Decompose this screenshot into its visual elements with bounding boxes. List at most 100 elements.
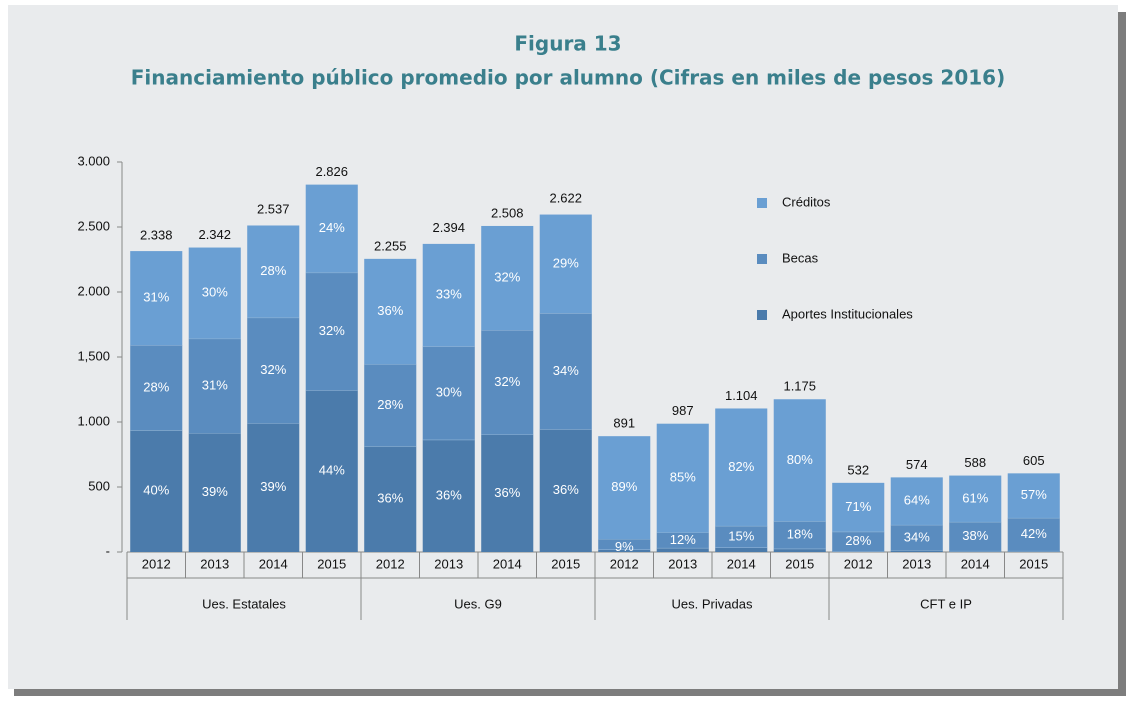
segment-label: 80% — [787, 452, 813, 467]
segment-label: 71% — [845, 499, 871, 514]
total-label: 2.826 — [315, 164, 348, 179]
total-label: 2.622 — [549, 191, 582, 206]
bar-segment — [481, 330, 534, 435]
bar-segment — [656, 548, 709, 552]
bar-segment — [188, 338, 241, 434]
segment-label: 89% — [611, 479, 637, 494]
x-tick-label: 2012 — [610, 556, 639, 571]
bar-segment — [949, 551, 1002, 552]
bar-segment — [773, 548, 826, 552]
bar-segment — [715, 526, 768, 548]
segment-label: 32% — [494, 270, 520, 285]
bar-segment — [656, 532, 709, 549]
bar-segment — [247, 317, 300, 424]
bar-segment — [1007, 551, 1060, 552]
bar-segment — [715, 408, 768, 527]
segment-label: 18% — [787, 527, 813, 542]
segment-label: 36% — [436, 487, 462, 502]
bar-segment — [305, 390, 358, 552]
segment-label: 44% — [319, 463, 345, 478]
bar-segment — [598, 436, 651, 540]
bar-segment — [188, 247, 241, 339]
bar-segment — [481, 434, 534, 552]
bar-segment — [364, 364, 417, 447]
segment-label: 15% — [728, 528, 754, 543]
segment-label: 32% — [260, 362, 286, 377]
x-tick-label: 2012 — [142, 556, 171, 571]
segment-label: 34% — [553, 363, 579, 378]
x-tick-label: 2014 — [727, 556, 756, 571]
segment-label: 32% — [319, 323, 345, 338]
bar-segment — [1007, 518, 1060, 552]
x-tick-label: 2013 — [902, 556, 931, 571]
segment-label: 28% — [377, 397, 403, 412]
segment-label: 28% — [260, 263, 286, 278]
bar-segment — [422, 243, 475, 347]
y-tick-label: 1,500 — [77, 348, 110, 363]
bar-segment — [130, 345, 183, 431]
x-tick-label: 2012 — [376, 556, 405, 571]
bar-segment — [364, 258, 417, 365]
bar-segment — [539, 429, 592, 552]
total-label: 574 — [906, 457, 928, 472]
bar-segment — [598, 539, 651, 550]
bar-segment — [364, 446, 417, 552]
bar-segment — [1007, 473, 1060, 519]
total-label: 2.394 — [432, 220, 465, 235]
segment-label: 38% — [962, 528, 988, 543]
x-tick-label: 2015 — [317, 556, 346, 571]
segment-label: 36% — [377, 491, 403, 506]
bar-segment — [656, 423, 709, 533]
bar-segment — [832, 551, 885, 552]
total-label: 891 — [613, 416, 635, 431]
segment-label: 33% — [436, 287, 462, 302]
y-tick-label: 3.000 — [77, 153, 110, 168]
bar-segment — [130, 251, 183, 346]
segment-label: 42% — [1021, 526, 1047, 541]
x-tick-label: 2015 — [785, 556, 814, 571]
bar-segment — [715, 547, 768, 552]
y-tick-label: 500 — [88, 478, 110, 493]
y-tick-label: 2.500 — [77, 218, 110, 233]
group-label: CFT e IP — [920, 596, 972, 611]
bar-segment — [949, 522, 1002, 552]
bar-segment — [773, 521, 826, 549]
total-label: 2.342 — [198, 227, 231, 242]
segment-label: 36% — [553, 482, 579, 497]
total-label: 588 — [964, 455, 986, 470]
bar-segment — [890, 525, 943, 551]
segment-label: 32% — [494, 374, 520, 389]
legend-label: Créditos — [782, 194, 831, 209]
segment-label: 85% — [670, 470, 696, 485]
legend-swatch — [757, 254, 767, 264]
bar-segment — [890, 477, 943, 526]
x-tick-label: 2012 — [844, 556, 873, 571]
x-tick-label: 2014 — [961, 556, 990, 571]
group-label: Ues. Estatales — [202, 596, 286, 611]
bar-segment — [832, 531, 885, 552]
segment-label: 12% — [670, 532, 696, 547]
x-tick-label: 2015 — [1019, 556, 1048, 571]
bar-segment — [305, 184, 358, 273]
segment-label: 61% — [962, 490, 988, 505]
bar-segment — [422, 439, 475, 552]
bar-segment — [130, 430, 183, 552]
segment-label: 39% — [202, 484, 228, 499]
total-label: 2.508 — [491, 205, 524, 220]
y-tick-label: 1.000 — [77, 413, 110, 428]
total-label: 605 — [1023, 453, 1045, 468]
segment-label: 34% — [904, 529, 930, 544]
bar-segment — [247, 423, 300, 552]
bar-segment — [422, 346, 475, 440]
legend-label: Aportes Institucionales — [782, 306, 913, 321]
total-label: 2.537 — [257, 202, 290, 217]
total-label: 2.255 — [374, 238, 407, 253]
segment-label: 24% — [319, 220, 345, 235]
y-tick-label: 2.000 — [77, 283, 110, 298]
x-tick-label: 2013 — [434, 556, 463, 571]
x-tick-label: 2013 — [668, 556, 697, 571]
total-label: 2.338 — [140, 227, 173, 242]
segment-label: 31% — [202, 378, 228, 393]
segment-label: 30% — [436, 385, 462, 400]
x-tick-label: 2015 — [551, 556, 580, 571]
